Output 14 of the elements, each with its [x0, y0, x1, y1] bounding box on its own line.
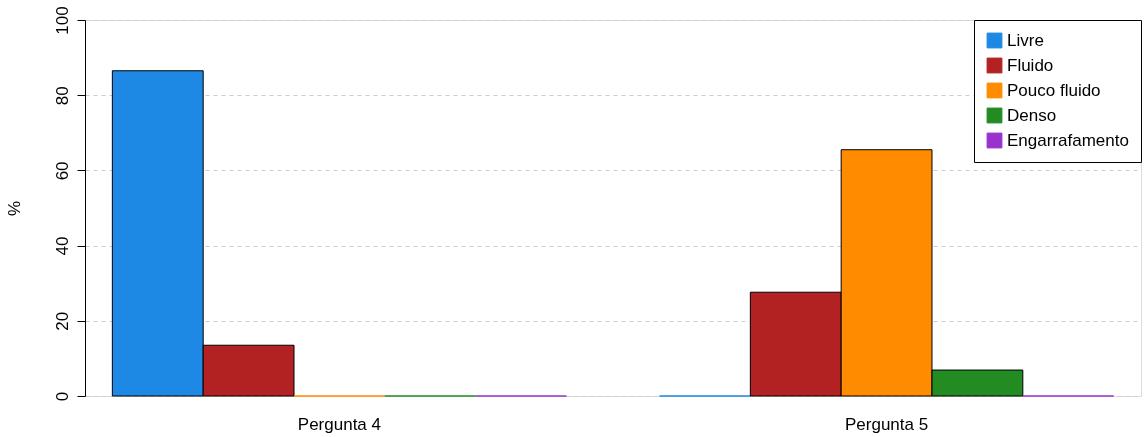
- legend-label: Pouco fluido: [1007, 80, 1101, 100]
- legend-label: Livre: [1007, 30, 1044, 50]
- x-tick-label: Pergunta 5: [844, 414, 929, 434]
- legend-label: Denso: [1007, 105, 1057, 125]
- y-tick-label: 40: [52, 236, 72, 256]
- y-tick-label: 20: [52, 311, 72, 331]
- y-tick-label: 80: [52, 86, 72, 106]
- y-tick-label: 0: [52, 391, 72, 402]
- y-axis-title: %: [4, 200, 24, 217]
- y-tick-label: 60: [52, 161, 72, 181]
- legend-label: Engarrafamento: [1007, 130, 1129, 150]
- x-tick-label: Pergunta 4: [297, 414, 382, 434]
- legend-label: Fluido: [1007, 55, 1054, 75]
- y-tick-label: 100: [52, 6, 72, 35]
